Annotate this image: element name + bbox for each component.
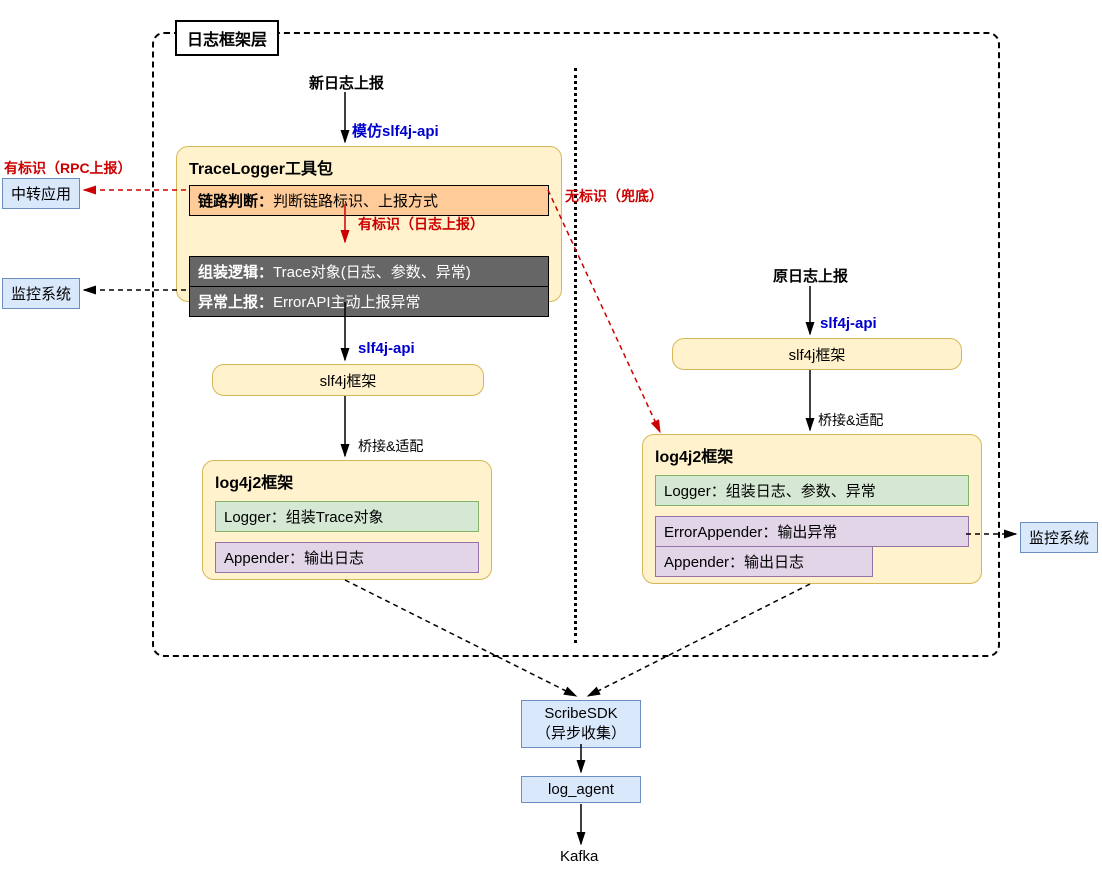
slf4j-framework-left: slf4j框架: [212, 364, 484, 396]
slf4j-api-label-right: slf4j-api: [820, 315, 877, 332]
log4j2-title-right: log4j2框架: [655, 443, 969, 467]
bridge-label-right: 桥接&适配: [818, 410, 883, 430]
link-judge-box: 链路判断：判断链路标识、上报方式: [189, 185, 549, 216]
vertical-divider: [574, 68, 577, 643]
monitor-system-left: 监控系统: [2, 278, 80, 309]
kafka-label: Kafka: [560, 848, 598, 865]
logger-box-right: Logger：组装日志、参数、异常: [655, 475, 969, 506]
no-flag-label: 无标识（兜底）: [565, 186, 663, 206]
has-flag-rpc-label: 有标识（RPC上报）: [4, 158, 132, 178]
mock-slf4j-api-label: 模仿slf4j-api: [352, 120, 439, 141]
error-appender-box-right: ErrorAppender：输出异常: [655, 516, 969, 547]
slf4j-framework-right: slf4j框架: [672, 338, 962, 370]
bridge-label-left: 桥接&适配: [358, 436, 423, 456]
log4j2-box-right: log4j2框架 Logger：组装日志、参数、异常 ErrorAppender…: [642, 434, 982, 584]
assemble-logic-box: 组装逻辑：Trace对象(日志、参数、异常): [189, 256, 549, 287]
logger-box-left: Logger：组装Trace对象: [215, 501, 479, 532]
appender-box-right: Appender：输出日志: [655, 546, 873, 577]
monitor-system-right: 监控系统: [1020, 522, 1098, 553]
error-report-box: 异常上报：ErrorAPI主动上报异常: [189, 286, 549, 317]
appender-box-left: Appender：输出日志: [215, 542, 479, 573]
tracelogger-title: TraceLogger工具包: [189, 155, 549, 179]
scribe-sdk-box: ScribeSDK （异步收集）: [521, 700, 641, 748]
original-log-title: 原日志上报: [773, 265, 848, 286]
new-log-title: 新日志上报: [309, 72, 384, 93]
relay-app-box: 中转应用: [2, 178, 80, 209]
slf4j-api-label-left: slf4j-api: [358, 340, 415, 357]
log4j2-title-left: log4j2框架: [215, 469, 479, 493]
has-flag-log-label: 有标识（日志上报）: [358, 214, 484, 234]
layer-label: 日志框架层: [175, 20, 279, 56]
log-agent-box: log_agent: [521, 776, 641, 803]
log4j2-box-left: log4j2框架 Logger：组装Trace对象 Appender：输出日志: [202, 460, 492, 580]
